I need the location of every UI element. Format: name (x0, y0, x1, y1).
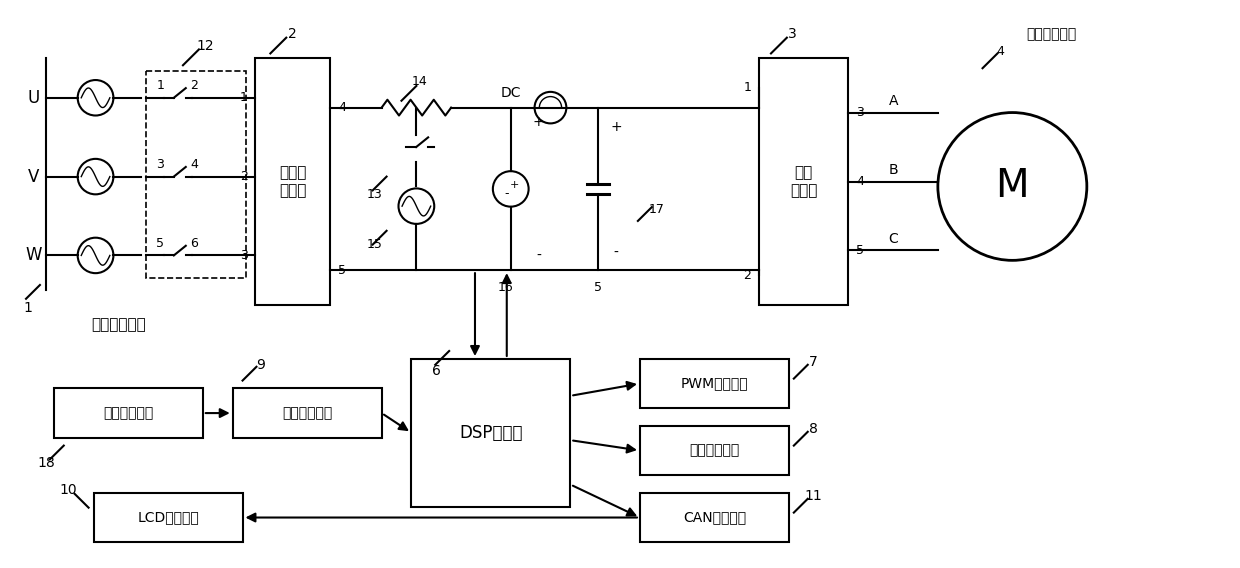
Text: 三相交流电源: 三相交流电源 (91, 317, 146, 332)
Text: 2: 2 (239, 170, 248, 183)
Text: -: - (614, 245, 619, 260)
Text: 12: 12 (196, 39, 213, 53)
Text: 3: 3 (239, 249, 248, 262)
Bar (255, 59, 330, 304)
Text: -: - (505, 187, 508, 201)
Text: 永磁同步电机: 永磁同步电机 (1027, 27, 1076, 41)
Text: 18: 18 (37, 456, 55, 470)
Bar (146, 71, 246, 278)
Text: W: W (26, 247, 42, 265)
Text: 1: 1 (156, 80, 164, 93)
Text: M: M (996, 168, 1029, 206)
Text: +: + (510, 180, 520, 190)
Text: 4: 4 (857, 175, 864, 188)
Text: 10: 10 (60, 483, 78, 497)
Text: 二极管
整流桥: 二极管 整流桥 (279, 165, 306, 198)
Bar (759, 59, 848, 304)
Text: 5: 5 (339, 264, 346, 277)
Bar (640, 493, 789, 542)
Text: 3: 3 (156, 158, 164, 172)
Text: 5: 5 (156, 237, 164, 250)
Text: 2: 2 (743, 269, 751, 282)
Text: 14: 14 (412, 74, 428, 87)
Text: 16: 16 (498, 281, 513, 294)
Text: LCD显示存储: LCD显示存储 (138, 511, 198, 524)
Bar (93, 493, 243, 542)
Text: CAN通讯单元: CAN通讯单元 (683, 511, 746, 524)
Text: 4: 4 (339, 101, 346, 114)
Bar (412, 359, 570, 507)
Text: PWM驱动模块: PWM驱动模块 (681, 377, 748, 391)
Text: 9: 9 (255, 358, 265, 372)
Text: 4: 4 (997, 45, 1004, 58)
Bar (640, 426, 789, 475)
Text: 13: 13 (367, 188, 382, 201)
Text: 15: 15 (367, 238, 383, 251)
Text: C: C (888, 232, 898, 246)
Text: DC: DC (501, 86, 521, 100)
Text: 2: 2 (190, 80, 198, 93)
Text: -: - (536, 248, 541, 262)
Bar (53, 389, 203, 438)
Bar (640, 359, 789, 408)
Text: 4: 4 (190, 158, 198, 172)
Text: 6: 6 (432, 364, 440, 378)
Text: U: U (27, 89, 40, 107)
Text: V: V (29, 168, 40, 186)
Text: 5: 5 (594, 281, 603, 294)
Text: 1: 1 (239, 91, 248, 105)
Text: 3: 3 (857, 106, 864, 119)
Text: 11: 11 (805, 489, 822, 503)
Text: 1: 1 (24, 300, 32, 315)
Text: 8: 8 (810, 422, 818, 436)
Text: 17: 17 (649, 203, 665, 216)
Text: B: B (888, 162, 898, 177)
Text: +: + (610, 120, 621, 135)
Text: DSP控制板: DSP控制板 (459, 424, 522, 442)
Text: 三相
逆变桥: 三相 逆变桥 (790, 165, 817, 198)
Bar (233, 389, 382, 438)
Text: 直流兔余模块: 直流兔余模块 (103, 406, 154, 420)
Text: 检测保护电路: 检测保护电路 (689, 444, 739, 457)
Text: 3: 3 (787, 27, 796, 41)
Text: 2: 2 (288, 27, 296, 41)
Text: 直流供电电源: 直流供电电源 (281, 406, 332, 420)
Text: +: + (533, 115, 544, 130)
Text: A: A (888, 94, 898, 108)
Text: 7: 7 (810, 355, 818, 369)
Text: 5: 5 (857, 244, 864, 257)
Text: 6: 6 (190, 237, 198, 250)
Text: 1: 1 (743, 81, 751, 94)
